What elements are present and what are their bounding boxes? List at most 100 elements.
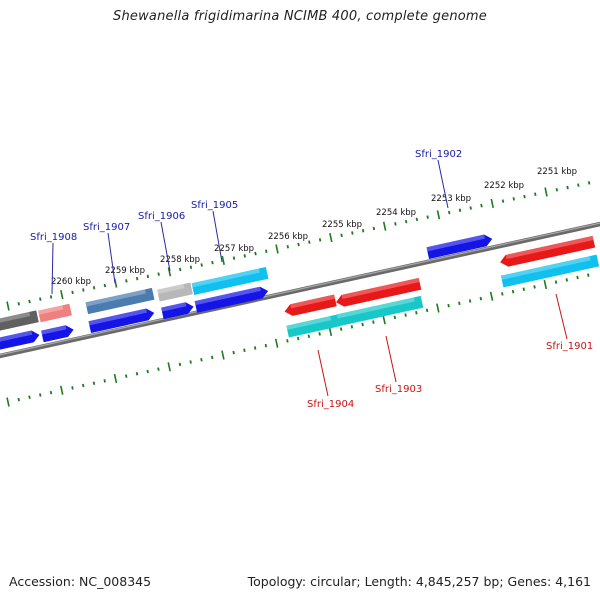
lower-scale-minor-tick bbox=[361, 322, 364, 327]
lower-scale-minor-tick bbox=[522, 287, 526, 291]
lower-scale-minor-tick bbox=[92, 381, 96, 385]
gene-feature-lower-5[interactable] bbox=[194, 285, 270, 313]
kbp-label-2256: 2256 kbp bbox=[268, 232, 308, 242]
upper-scale-minor-tick bbox=[232, 256, 236, 260]
leader-sfri-1908 bbox=[51, 242, 54, 295]
upper-scale-minor-tick bbox=[39, 297, 42, 301]
gene-feature-upper-4[interactable] bbox=[157, 282, 193, 302]
upper-scale-minor-tick bbox=[71, 290, 74, 295]
gene-feature-lower-2-highlight bbox=[41, 325, 67, 335]
lower-scale-major-tick bbox=[489, 291, 494, 301]
gene-feature-upper-5[interactable] bbox=[191, 266, 269, 296]
gene-label-sfri-1901[interactable]: Sfri_1901 bbox=[546, 341, 593, 352]
lower-scale-minor-tick bbox=[339, 327, 343, 331]
gene-label-sfri-1904[interactable]: Sfri_1904 bbox=[307, 399, 354, 410]
upper-scale-minor-tick bbox=[415, 217, 419, 222]
lower-scale-minor-tick bbox=[17, 397, 20, 402]
upper-scale-major-tick bbox=[544, 187, 548, 197]
lower-scale-minor-tick bbox=[372, 320, 375, 324]
gene-feature-lower-1[interactable] bbox=[0, 329, 41, 352]
gene-feature-upper-5-highlight bbox=[191, 268, 260, 288]
lower-scale-minor-tick bbox=[232, 350, 235, 355]
gene-label-sfri-1902[interactable]: Sfri_1902 bbox=[415, 149, 462, 160]
gene-feature-lower-2-body bbox=[41, 325, 74, 343]
upper-scale-minor-tick bbox=[82, 288, 85, 292]
gene-feature-lower-8-highlight bbox=[286, 316, 332, 330]
gene-feature-lower-8-body bbox=[286, 314, 340, 338]
gene-feature-lower-7[interactable] bbox=[335, 277, 422, 308]
gene-feature-lower-8[interactable] bbox=[286, 314, 340, 338]
gene-feature-upper-1[interactable] bbox=[0, 310, 39, 332]
lower-scale-minor-tick bbox=[178, 362, 182, 367]
upper-scale-major-tick bbox=[490, 198, 494, 208]
upper-scale-minor-tick bbox=[501, 199, 505, 203]
upper-scale-minor-tick bbox=[297, 242, 300, 247]
gene-feature-upper-7-body bbox=[500, 235, 596, 267]
upper-scale-minor-tick bbox=[523, 194, 526, 199]
upper-scale-minor-tick bbox=[17, 301, 20, 306]
upper-scale-minor-tick bbox=[566, 185, 569, 190]
gene-feature-upper-3[interactable] bbox=[85, 287, 155, 315]
topology-text: Topology: circular; Length: 4,845,257 bp… bbox=[247, 574, 591, 589]
gene-label-sfri-1908[interactable]: Sfri_1908 bbox=[30, 232, 77, 243]
gene-label-sfri-1903[interactable]: Sfri_1903 bbox=[375, 384, 422, 395]
upper-scale-minor-tick bbox=[211, 260, 214, 265]
gene-label-sfri-1906[interactable]: Sfri_1906 bbox=[138, 211, 185, 222]
upper-scale-minor-tick bbox=[534, 192, 537, 197]
upper-scale-minor-tick bbox=[243, 254, 246, 258]
leader-sfri-1902 bbox=[437, 159, 449, 209]
gene-feature-lower-6-body bbox=[284, 294, 337, 316]
gene-label-sfri-1905[interactable]: Sfri_1905 bbox=[191, 200, 238, 211]
upper-scale-minor-tick bbox=[254, 251, 257, 256]
gene-feature-upper-6[interactable] bbox=[426, 233, 493, 259]
lower-scale-minor-tick bbox=[49, 390, 53, 395]
leader-sfri-1907 bbox=[107, 232, 116, 284]
gene-feature-lower-6[interactable] bbox=[283, 294, 337, 318]
gene-feature-lower-4-body bbox=[161, 302, 194, 320]
upper-scale-major-tick bbox=[60, 290, 64, 300]
upper-scale-minor-tick bbox=[146, 274, 150, 279]
upper-scale-minor-tick bbox=[135, 276, 139, 281]
gene-feature-lower-10[interactable] bbox=[500, 254, 600, 288]
gene-feature-lower-9[interactable] bbox=[336, 295, 424, 327]
upper-scale-minor-tick bbox=[394, 222, 397, 226]
upper-scale-major-tick bbox=[275, 244, 279, 254]
genome-backbone bbox=[0, 221, 600, 359]
upper-scale-minor-tick bbox=[157, 272, 160, 276]
upper-scale-minor-tick bbox=[404, 219, 408, 224]
upper-scale-minor-tick bbox=[361, 229, 365, 233]
lower-scale-minor-tick bbox=[425, 308, 429, 313]
gene-feature-upper-5-body bbox=[191, 266, 269, 296]
gene-feature-upper-7[interactable] bbox=[499, 235, 596, 268]
upper-scale-major-tick bbox=[382, 221, 387, 231]
gene-feature-lower-3-body bbox=[88, 308, 155, 333]
gene-feature-upper-4-body bbox=[157, 282, 193, 302]
upper-scale-minor-tick bbox=[426, 215, 429, 219]
gene-feature-lower-9-highlight bbox=[336, 297, 415, 319]
upper-scale-minor-tick bbox=[125, 279, 128, 283]
upper-scale-major-tick bbox=[167, 267, 172, 277]
lower-scale-minor-tick bbox=[124, 374, 128, 378]
gene-feature-upper-4-highlight bbox=[157, 283, 185, 294]
leader-sfri-1906 bbox=[160, 221, 171, 272]
upper-scale-minor-tick bbox=[577, 183, 580, 187]
gene-feature-upper-2[interactable] bbox=[38, 303, 72, 323]
lower-scale-minor-tick bbox=[135, 372, 139, 376]
lower-scale-minor-tick bbox=[576, 275, 579, 280]
gene-feature-lower-4[interactable] bbox=[161, 301, 195, 320]
lower-scale-minor-tick bbox=[468, 299, 472, 303]
lower-scale-minor-tick bbox=[157, 367, 160, 371]
gene-label-sfri-1907[interactable]: Sfri_1907 bbox=[83, 222, 130, 233]
lower-scale-major-tick bbox=[113, 373, 118, 384]
gene-features bbox=[0, 233, 600, 352]
genome-backbone-highlight bbox=[0, 222, 600, 356]
gene-feature-lower-2[interactable] bbox=[41, 324, 75, 343]
lower-scale-minor-tick bbox=[82, 383, 85, 388]
leader-sfri-1903 bbox=[385, 335, 397, 383]
lower-scale-minor-tick bbox=[404, 313, 407, 317]
gene-feature-lower-3[interactable] bbox=[88, 307, 155, 333]
lower-scale-minor-tick bbox=[264, 343, 268, 348]
kbp-label-2258: 2258 kbp bbox=[160, 255, 200, 265]
upper-scale-minor-tick bbox=[458, 208, 462, 212]
upper-scale-minor-tick bbox=[265, 249, 268, 254]
